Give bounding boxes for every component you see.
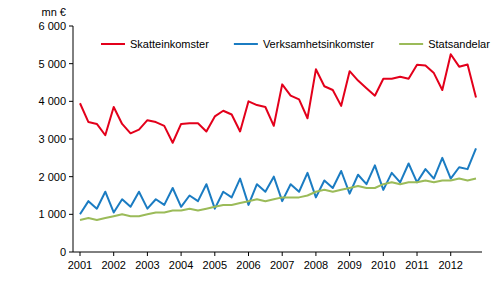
y-tick [69, 139, 73, 140]
x-tick [181, 252, 182, 256]
x-tick-label: 2005 [203, 259, 227, 271]
y-tick-label: 0 [60, 246, 66, 258]
y-tick [69, 252, 73, 253]
y-tick-label: 2 000 [38, 171, 66, 183]
plot-area [80, 54, 476, 220]
x-axis [73, 252, 482, 253]
x-tick-label: 2003 [135, 259, 159, 271]
legend-swatch [234, 43, 258, 45]
legend-label: Statsandelar [428, 38, 490, 50]
y-tick [69, 176, 73, 177]
x-tick [214, 252, 215, 256]
y-tick-label: 5 000 [38, 58, 66, 70]
x-tick-label: 2006 [236, 259, 260, 271]
x-tick [282, 252, 283, 256]
x-tick [349, 252, 350, 256]
x-tick [315, 252, 316, 256]
chart: 0 1 000 2 000 3 000 4 000 5 000 6 000 mn € 2001 2… [0, 0, 493, 304]
y-tick [69, 101, 73, 102]
legend-swatch [101, 43, 125, 45]
x-tick [248, 252, 249, 256]
legend-label: Verksamhetsinkomster [263, 38, 375, 50]
y-axis-label: mn € [42, 6, 66, 18]
x-tick-label: 2010 [371, 259, 395, 271]
y-tick-label: 1 000 [38, 208, 66, 220]
x-tick [147, 252, 148, 256]
y-tick-label: 6 000 [38, 20, 66, 32]
y-tick [69, 63, 73, 64]
x-tick-label: 2001 [68, 259, 92, 271]
x-tick-label: 2004 [169, 259, 193, 271]
y-axis [73, 26, 74, 252]
x-tick [450, 252, 451, 256]
y-tick [69, 26, 73, 27]
x-tick [417, 252, 418, 256]
x-tick-label: 2011 [405, 259, 429, 271]
x-tick-label: 2008 [304, 259, 328, 271]
legend-label: Skatteinkomster [130, 38, 209, 50]
y-tick-label: 4 000 [38, 95, 66, 107]
y-tick-label: 3 000 [38, 133, 66, 145]
x-tick-label: 2009 [337, 259, 361, 271]
x-tick [383, 252, 384, 256]
legend-swatch [399, 43, 423, 45]
x-tick [113, 252, 114, 256]
x-tick [80, 252, 81, 256]
series-line [80, 179, 476, 220]
x-tick-label: 2002 [101, 259, 125, 271]
x-tick-label: 2007 [270, 259, 294, 271]
series-line [80, 54, 476, 143]
y-tick [69, 214, 73, 215]
x-tick-label: 2012 [438, 259, 462, 271]
